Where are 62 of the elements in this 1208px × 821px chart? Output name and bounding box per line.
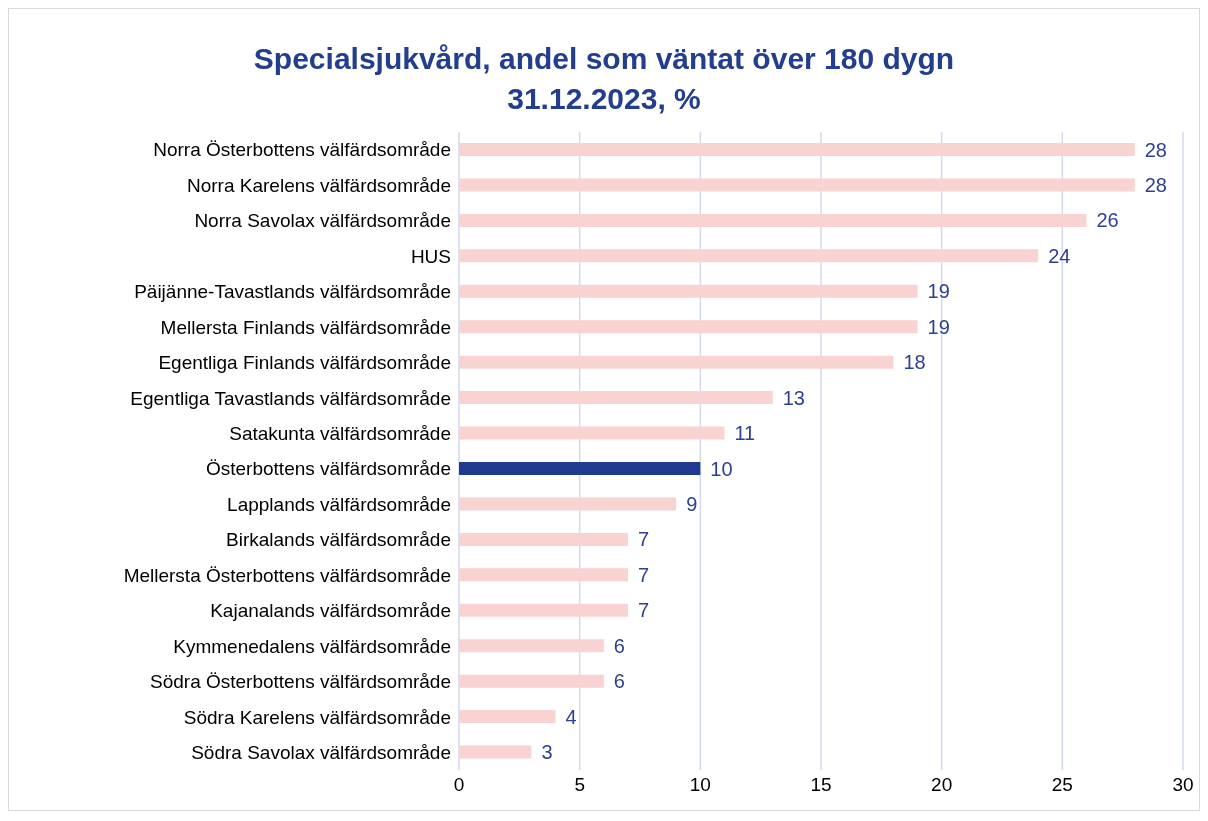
data-label: 6: [613, 634, 625, 657]
y-tick-label: Satakunta välfärdsområde: [229, 423, 451, 445]
data-label: 7: [637, 599, 650, 622]
bar: [459, 603, 628, 617]
bar: [459, 674, 604, 688]
bar: [459, 745, 532, 759]
bar: [459, 178, 1135, 192]
bar: [459, 320, 918, 334]
y-tick-label: Egentliga Tavastlands välfärdsområde: [130, 387, 451, 409]
bar: [459, 568, 628, 582]
y-tick-label: Södra Österbottens välfärdsområde: [150, 671, 451, 693]
data-label: 19: [927, 315, 950, 338]
bar: [459, 391, 773, 405]
data-label: 9: [686, 493, 698, 516]
y-tick-label: Norra Savolax välfärdsområde: [194, 210, 451, 232]
y-tick-label: Kymmenedalens välfärdsområde: [173, 635, 451, 657]
bar: [459, 142, 1135, 156]
chart-title: Specialsjukvård, andel som väntat över 180 dygn 31.12.2023, %: [252, 41, 956, 117]
y-tick-label: Kajanalands välfärdsområde: [210, 600, 451, 622]
data-label: 18: [903, 351, 926, 374]
bar: [459, 710, 556, 724]
data-label: 10: [710, 457, 733, 480]
data-label: 26: [1096, 209, 1119, 232]
x-tick-label: 5: [574, 774, 585, 796]
y-tick-label: Mellersta Österbottens välfärdsområde: [123, 564, 451, 586]
data-label: 28: [1144, 174, 1167, 197]
data-label: 11: [734, 422, 756, 445]
x-tick-label: 0: [453, 774, 465, 796]
x-tick-label: 20: [931, 774, 953, 796]
y-tick-label: Södra Savolax välfärdsområde: [191, 742, 451, 764]
x-tick-label: 30: [1172, 774, 1194, 796]
y-tick-label: Södra Karelens välfärdsområde: [183, 706, 451, 728]
data-label: 7: [637, 563, 650, 586]
data-label: 28: [1144, 138, 1167, 161]
x-tick-label: 15: [810, 774, 832, 796]
y-tick-label: Lapplands välfärdsområde: [227, 493, 451, 515]
bar: [459, 355, 894, 369]
data-label: 13: [782, 386, 805, 409]
y-tick-label: Mellersta Finlands välfärdsområde: [160, 316, 451, 338]
data-label: 3: [541, 741, 553, 764]
data-label: 7: [637, 528, 650, 551]
y-tick-label: Egentliga Finlands välfärdsområde: [158, 352, 451, 374]
bar: [459, 461, 701, 475]
y-tick-label: HUS: [410, 245, 451, 267]
y-tick-label: Birkalands välfärdsområde: [226, 529, 451, 551]
data-label: 24: [1048, 244, 1071, 267]
y-tick-label: Norra Österbottens välfärdsområde: [153, 139, 451, 161]
bar: [459, 497, 677, 511]
y-tick-label: Päijänne-Tavastlands välfärdsområde: [134, 281, 451, 303]
bar: [459, 213, 1087, 227]
y-tick-label: Norra Karelens välfärdsområde: [186, 174, 451, 196]
bar: [459, 249, 1039, 263]
x-tick-label: 10: [689, 774, 711, 796]
data-label: 19: [927, 280, 950, 303]
bar: [459, 284, 918, 298]
data-label: 4: [565, 705, 577, 728]
y-tick-label: Österbottens välfärdsområde: [205, 458, 451, 480]
bar: [459, 639, 604, 653]
x-tick-label: 25: [1051, 774, 1073, 796]
bar: [459, 426, 725, 440]
bar: [459, 532, 628, 546]
data-label: 6: [613, 670, 625, 693]
